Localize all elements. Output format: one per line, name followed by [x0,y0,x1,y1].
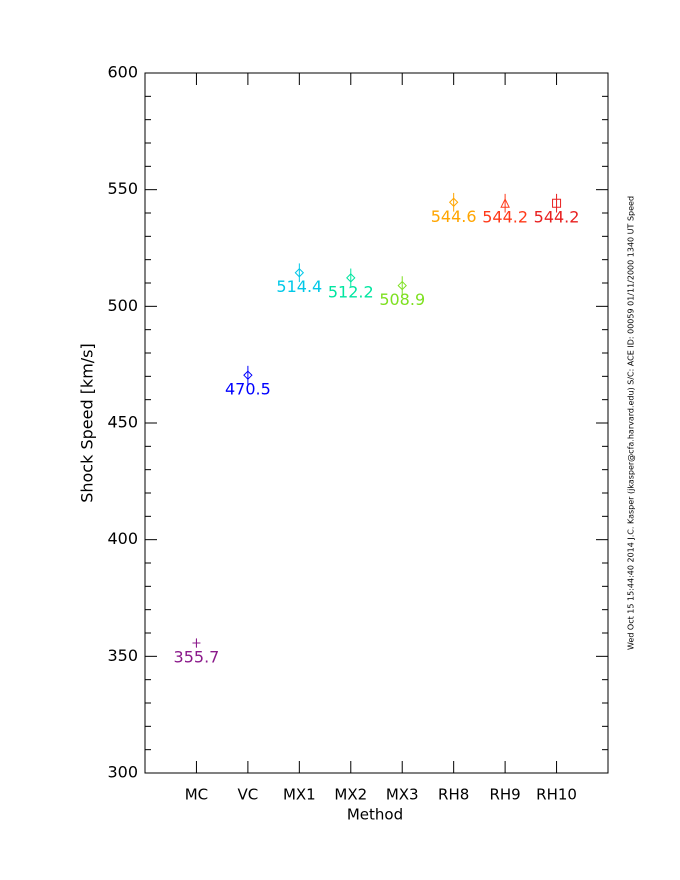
x-tick-label: MX3 [386,786,419,804]
x-tick-label: VC [238,786,259,804]
x-tick-label: RH8 [438,786,469,804]
y-tick-label: 500 [107,296,138,315]
y-axis-label: Shock Speed [km/s] [78,343,97,503]
x-axis-label: Method [347,806,403,824]
plot-frame [144,72,609,774]
y-tick-label: 300 [107,763,138,782]
marker [552,198,562,208]
marker [243,370,253,380]
data-label: 470.5 [225,380,271,399]
x-tick-label: RH9 [489,786,520,804]
x-tick-label: MX2 [334,786,367,804]
marker [500,198,510,208]
y-tick-label: 550 [107,179,138,198]
x-tick-label: RH10 [536,786,577,804]
marker [397,280,407,291]
data-label: 512.2 [328,282,374,301]
data-label: 544.2 [534,208,580,227]
data-label: 544.6 [431,207,477,226]
marker [192,639,201,648]
data-label: 355.7 [174,648,220,667]
marker [294,268,305,278]
data-label: 544.2 [482,208,528,227]
marker [448,197,459,207]
y-tick-label: 600 [107,63,138,82]
x-tick-label: MC [185,786,208,804]
y-tick-label: 450 [107,413,138,432]
x-tick-label: MX1 [283,786,316,804]
y-tick-label: 400 [107,529,138,548]
data-label: 508.9 [379,290,425,309]
side-note: Wed Oct 15 15:44:40 2014 J.C. Kasper (jk… [627,196,636,650]
data-label: 514.4 [276,277,322,296]
y-tick-label: 350 [107,646,138,665]
marker [346,273,356,283]
